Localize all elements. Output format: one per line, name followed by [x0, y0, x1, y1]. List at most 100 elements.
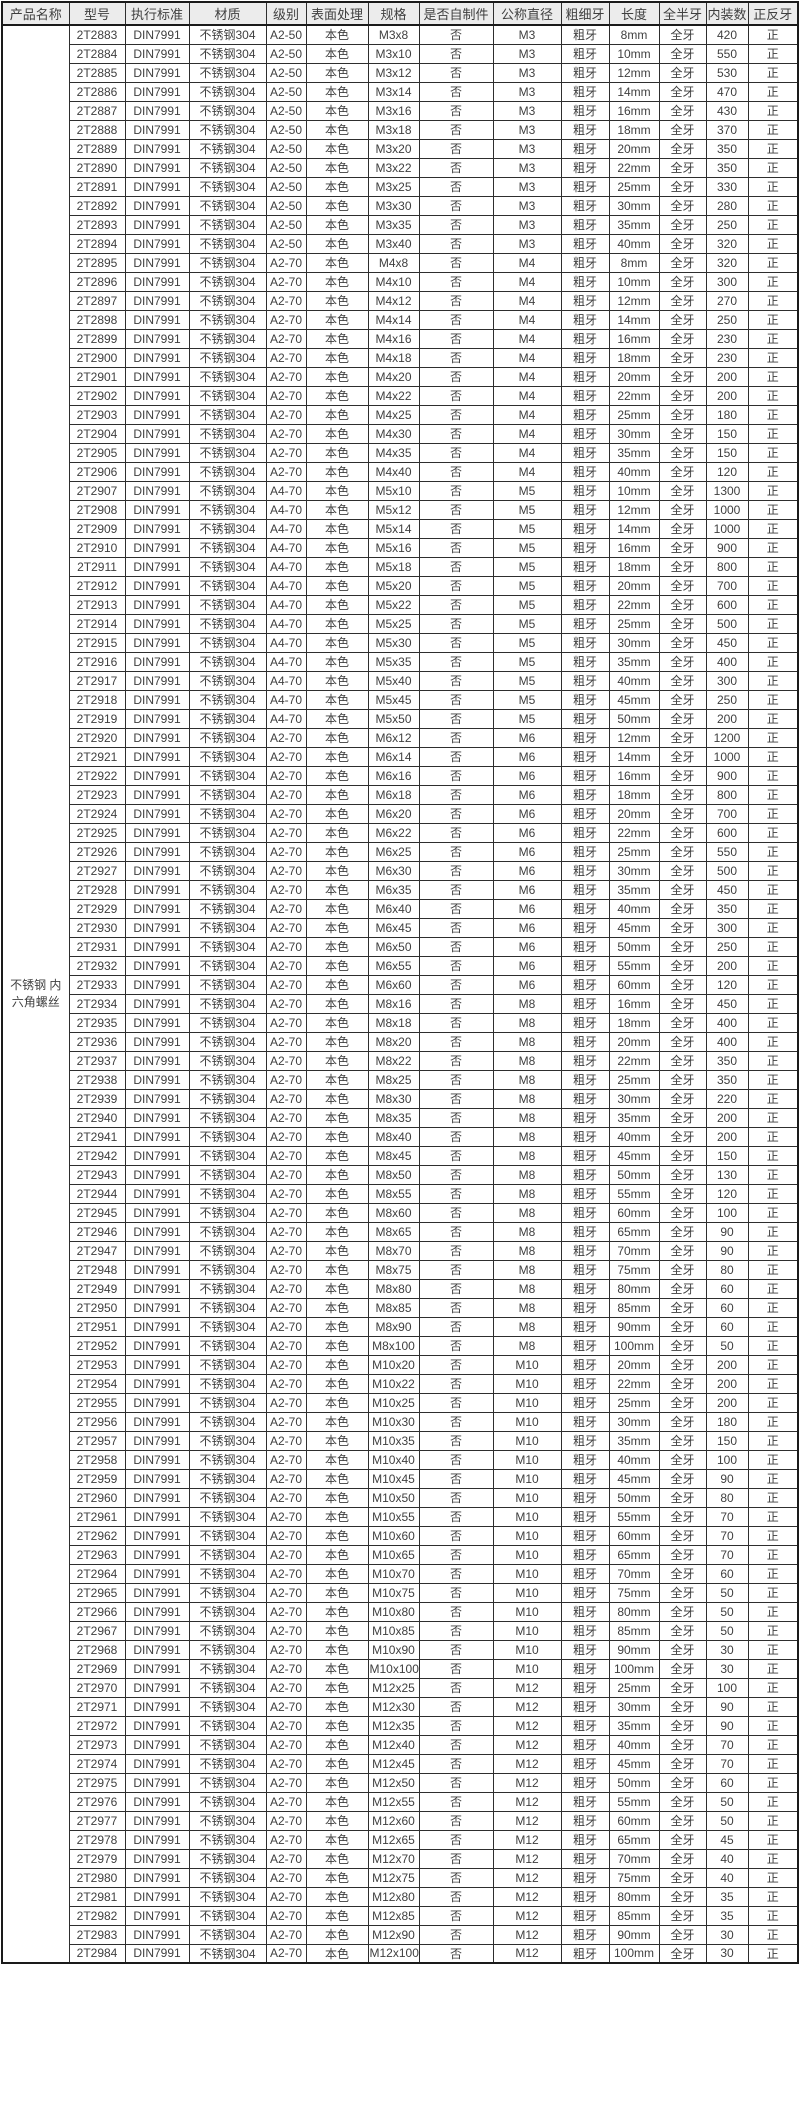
cell-direction: 正	[747, 1259, 799, 1280]
cell-qty: 150	[705, 1430, 749, 1451]
cell-model: 2T2927	[68, 860, 126, 881]
cell-thread-pitch: 粗牙	[560, 1734, 610, 1755]
table-row: 2T2910 DIN7991 不锈钢304 A4-70 本色 M5x16 否 M5 粗牙 16mm…	[2, 537, 799, 558]
cell-surface: 本色	[305, 1506, 369, 1527]
cell-dia: M4	[492, 423, 562, 444]
cell-qty: 350	[705, 157, 749, 178]
cell-surface: 本色	[305, 1126, 369, 1147]
cell-direction: 正	[747, 1525, 799, 1546]
cell-dia: M4	[492, 385, 562, 406]
cell-model: 2T2946	[68, 1221, 126, 1242]
cell-material: 不锈钢304	[188, 100, 267, 121]
cell-material: 不锈钢304	[188, 1715, 267, 1736]
cell-len: 10mm	[608, 43, 660, 64]
cell-model: 2T2902	[68, 385, 126, 406]
cell-len: 40mm	[608, 461, 660, 482]
cell-material: 不锈钢304	[188, 689, 267, 710]
cell-direction: 正	[747, 1810, 799, 1831]
cell-direction: 正	[747, 917, 799, 938]
cell-thread-pitch: 粗牙	[560, 1658, 610, 1679]
cell-len: 80mm	[608, 1601, 660, 1622]
cell-len: 16mm	[608, 993, 660, 1014]
cell-grade: A2-70	[265, 1297, 307, 1318]
cell-material: 不锈钢304	[188, 765, 267, 786]
cell-self-made: 否	[418, 271, 494, 292]
table-row: 2T2912 DIN7991 不锈钢304 A4-70 本色 M5x20 否 M5 粗牙 20mm…	[2, 575, 799, 596]
header-direction: 正反牙	[747, 1, 799, 26]
cell-model: 2T2906	[68, 461, 126, 482]
table-row: 2T2913 DIN7991 不锈钢304 A4-70 本色 M5x22 否 M5 粗牙 22mm…	[2, 594, 799, 615]
cell-grade: A2-70	[265, 879, 307, 900]
cell-spec: M6x55	[367, 955, 420, 976]
cell-surface: 本色	[305, 1202, 369, 1223]
cell-thread-pitch: 粗牙	[560, 1126, 610, 1147]
cell-standard: DIN7991	[124, 157, 190, 178]
cell-len: 30mm	[608, 1411, 660, 1432]
cell-grade: A2-70	[265, 974, 307, 995]
cell-thread-cover: 全牙	[658, 423, 707, 444]
cell-grade: A2-70	[265, 1202, 307, 1223]
cell-thread-cover: 全牙	[658, 1145, 707, 1166]
cell-self-made: 否	[418, 518, 494, 539]
cell-dia: M5	[492, 480, 562, 501]
cell-surface: 本色	[305, 993, 369, 1014]
cell-material: 不锈钢304	[188, 651, 267, 672]
cell-len: 18mm	[608, 347, 660, 368]
cell-standard: DIN7991	[124, 1335, 190, 1356]
cell-model: 2T2944	[68, 1183, 126, 1204]
cell-direction: 正	[747, 1392, 799, 1413]
cell-dia: M3	[492, 157, 562, 178]
cell-len: 45mm	[608, 1145, 660, 1166]
cell-qty: 230	[705, 328, 749, 349]
cell-len: 25mm	[608, 1392, 660, 1413]
cell-thread-cover: 全牙	[658, 575, 707, 596]
cell-grade: A2-70	[265, 1240, 307, 1261]
table-row: 2T2935 DIN7991 不锈钢304 A2-70 本色 M8x18 否 M8 粗牙 18mm…	[2, 1012, 799, 1033]
cell-dia: M8	[492, 1202, 562, 1223]
cell-dia: M8	[492, 1012, 562, 1033]
table-row: 2T2981 DIN7991 不锈钢304 A2-70 本色 M12x80 否 M12 粗牙 80…	[2, 1886, 799, 1907]
cell-len: 55mm	[608, 1183, 660, 1204]
cell-grade: A2-70	[265, 1848, 307, 1869]
cell-qty: 90	[705, 1696, 749, 1717]
cell-surface: 本色	[305, 955, 369, 976]
cell-len: 25mm	[608, 176, 660, 197]
cell-qty: 50	[705, 1335, 749, 1356]
cell-len: 30mm	[608, 423, 660, 444]
cell-surface: 本色	[305, 1525, 369, 1546]
cell-qty: 200	[705, 385, 749, 406]
cell-self-made: 否	[418, 879, 494, 900]
cell-surface: 本色	[305, 461, 369, 482]
cell-material: 不锈钢304	[188, 1012, 267, 1033]
cell-surface: 本色	[305, 1012, 369, 1033]
cell-thread-pitch: 粗牙	[560, 62, 610, 83]
cell-qty: 40	[705, 1848, 749, 1869]
cell-model: 2T2894	[68, 233, 126, 254]
cell-len: 30mm	[608, 195, 660, 216]
cell-dia: M4	[492, 290, 562, 311]
cell-surface: 本色	[305, 1316, 369, 1337]
cell-qty: 60	[705, 1563, 749, 1584]
cell-spec: M4x10	[367, 271, 420, 292]
cell-spec: M5x20	[367, 575, 420, 596]
cell-dia: M10	[492, 1373, 562, 1394]
cell-standard: DIN7991	[124, 993, 190, 1014]
cell-grade: A2-70	[265, 1810, 307, 1831]
cell-direction: 正	[747, 1563, 799, 1584]
cell-thread-pitch: 粗牙	[560, 1620, 610, 1641]
cell-grade: A2-70	[265, 1924, 307, 1945]
cell-dia: M12	[492, 1772, 562, 1793]
cell-grade: A2-70	[265, 309, 307, 330]
cell-grade: A2-70	[265, 252, 307, 273]
cell-len: 45mm	[608, 1468, 660, 1489]
cell-model: 2T2925	[68, 822, 126, 843]
cell-grade: A2-70	[265, 765, 307, 786]
cell-self-made: 否	[418, 689, 494, 710]
cell-surface: 本色	[305, 537, 369, 558]
cell-direction: 正	[747, 385, 799, 406]
cell-direction: 正	[747, 898, 799, 919]
cell-thread-pitch: 粗牙	[560, 746, 610, 767]
cell-dia: M4	[492, 347, 562, 368]
cell-thread-pitch: 粗牙	[560, 765, 610, 786]
cell-model: 2T2967	[68, 1620, 126, 1641]
